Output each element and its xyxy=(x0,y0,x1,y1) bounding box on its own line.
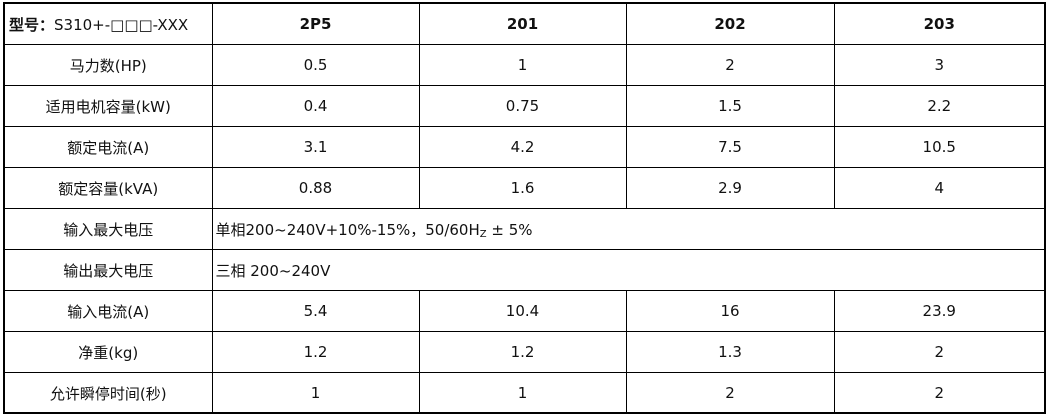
table-row-input-voltage: 输入最大电压 单相200~240V+10%-15%，50/60HZ ± 5% xyxy=(5,208,1044,250)
table-cell: 0.88 xyxy=(211,167,420,209)
table-cell: 1 xyxy=(211,372,420,413)
table-cell: 2 xyxy=(833,372,1044,413)
input-voltage-text: 单相200~240V+10%-15%，50/60H xyxy=(215,220,480,239)
row-label: 输入电流(A) xyxy=(5,290,213,332)
table-cell: 0.75 xyxy=(418,85,627,127)
input-voltage-tolerance: ± 5% xyxy=(486,220,533,239)
table-cell: 2 xyxy=(625,372,835,413)
table-cell: 4.2 xyxy=(418,126,627,168)
table-row-output-voltage: 输出最大电压 三相 200~240V xyxy=(5,249,1044,291)
table-cell: 1.2 xyxy=(211,331,420,373)
table-cell: 10.5 xyxy=(833,126,1044,168)
output-voltage-value: 三相 200~240V xyxy=(211,249,1044,291)
table-cell: 2.9 xyxy=(625,167,835,209)
table-row-horsepower: 马力数(HP) 0.5 1 2 3 xyxy=(5,44,1044,86)
row-label: 允许瞬停时间(秒) xyxy=(5,372,213,413)
table-row-net-weight: 净重(kg) 1.2 1.2 1.3 2 xyxy=(5,331,1044,373)
table-cell: 10.4 xyxy=(418,290,627,332)
row-label: 额定容量(kVA) xyxy=(5,167,213,209)
table-row-ride-through-time: 允许瞬停时间(秒) 1 1 2 2 xyxy=(5,372,1044,413)
row-label: 额定电流(A) xyxy=(5,126,213,168)
model-header-cell: 型号：S310+-□□□-XXX xyxy=(5,4,213,45)
table-cell: 1.3 xyxy=(625,331,835,373)
row-label: 净重(kg) xyxy=(5,331,213,373)
row-label: 输入最大电压 xyxy=(5,208,213,250)
table-cell: 1 xyxy=(418,372,627,413)
header-row: 型号：S310+-□□□-XXX 2P5 201 202 203 xyxy=(5,4,1044,45)
table-cell: 1.5 xyxy=(625,85,835,127)
row-label: 马力数(HP) xyxy=(5,44,213,86)
row-label: 适用电机容量(kW) xyxy=(5,85,213,127)
table-cell: 3 xyxy=(833,44,1044,86)
table-cell: 3.1 xyxy=(211,126,420,168)
table-cell: 0.5 xyxy=(211,44,420,86)
column-header: 2P5 xyxy=(211,4,420,45)
model-value: S310+-□□□-XXX xyxy=(54,15,189,34)
table-cell: 4 xyxy=(833,167,1044,209)
column-header: 201 xyxy=(418,4,627,45)
table-cell: 16 xyxy=(625,290,835,332)
model-label: 型号： xyxy=(9,15,55,34)
input-voltage-value: 单相200~240V+10%-15%，50/60HZ ± 5% xyxy=(211,208,1044,250)
table-cell: 1 xyxy=(418,44,627,86)
column-header: 203 xyxy=(833,4,1044,45)
table-cell: 2.2 xyxy=(833,85,1044,127)
table-cell: 23.9 xyxy=(833,290,1044,332)
column-header: 202 xyxy=(625,4,835,45)
hz-subscript: Z xyxy=(479,228,487,240)
table-row-input-current: 输入电流(A) 5.4 10.4 16 23.9 xyxy=(5,290,1044,332)
spec-table-frame: 型号：S310+-□□□-XXX 2P5 201 202 203 马力数(HP)… xyxy=(3,2,1046,414)
table-row-motor-capacity: 适用电机容量(kW) 0.4 0.75 1.5 2.2 xyxy=(5,85,1044,127)
table-cell: 7.5 xyxy=(625,126,835,168)
table-row-rated-current: 额定电流(A) 3.1 4.2 7.5 10.5 xyxy=(5,126,1044,168)
table-cell: 1.6 xyxy=(418,167,627,209)
table-cell: 2 xyxy=(625,44,835,86)
table-row-rated-capacity: 额定容量(kVA) 0.88 1.6 2.9 4 xyxy=(5,167,1044,209)
row-label: 输出最大电压 xyxy=(5,249,213,291)
table-cell: 1.2 xyxy=(418,331,627,373)
spec-table: 型号：S310+-□□□-XXX 2P5 201 202 203 马力数(HP)… xyxy=(5,4,1044,413)
table-cell: 0.4 xyxy=(211,85,420,127)
table-cell: 2 xyxy=(833,331,1044,373)
table-cell: 5.4 xyxy=(211,290,420,332)
